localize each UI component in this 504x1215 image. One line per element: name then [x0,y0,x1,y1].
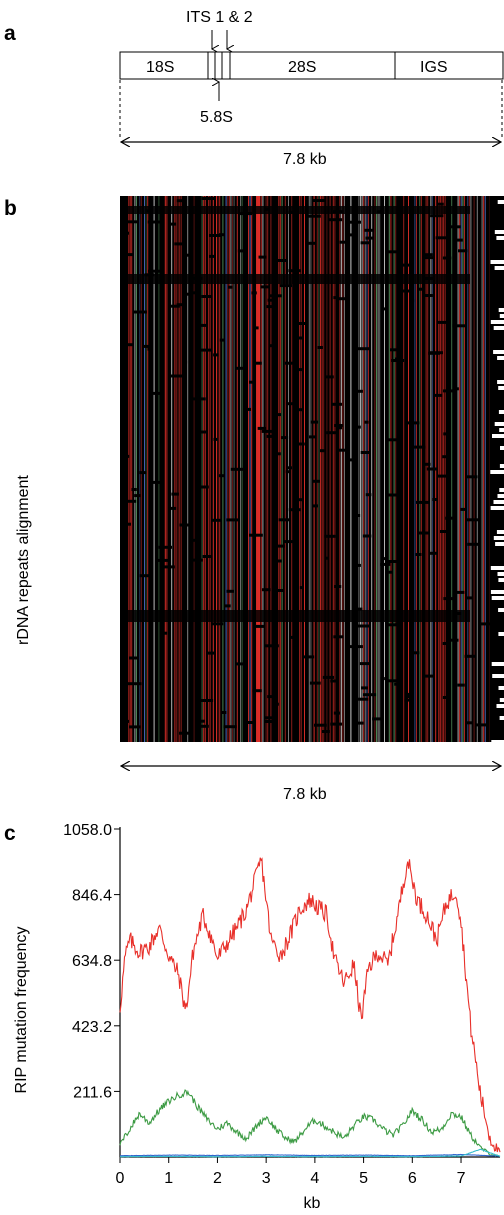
rdna-alignment-heatmap [120,196,504,744]
x-tick-label: 3 [262,1170,271,1187]
alignment-ylabel: rDNA repeats alignment [15,475,32,645]
series-line-2 [119,1153,500,1157]
segment-18s: 18S [146,59,174,76]
y-tick-label: 634.8 [72,953,112,970]
y-tick-label: 846.4 [72,888,112,905]
series-line-1 [119,1089,501,1158]
x-tick-label: 6 [408,1170,417,1187]
rip-ylabel: RIP mutation frequency [13,927,30,1094]
segment-28s: 28S [288,59,316,76]
series-line-3 [120,1148,501,1158]
y-tick-label: 423.2 [72,1019,112,1036]
x-tick-label: 4 [310,1170,319,1187]
y-tick-label: 211.6 [73,1084,112,1101]
length-label-a: 7.8 kb [283,151,327,168]
panel-c-label: c [4,822,16,845]
s58-label: 5.8S [200,109,233,126]
y-tick-label: 1058.0 [63,822,112,839]
rip-frequency-chart: 211.6 423.2 634.8 846.4 1058.0 0 1 2 3 4 5 6 7 [63,822,501,1187]
its-label: ITS 1 & 2 [186,9,253,26]
segment-igs: IGS [420,59,448,76]
x-tick-label: 7 [457,1170,466,1187]
x-axis-title: kb [304,1195,321,1212]
rdna-unit-diagram [119,51,504,80]
panel-a-label: a [4,22,16,45]
x-tick-label: 2 [213,1170,222,1187]
x-tick-label: 0 [116,1170,125,1187]
length-label-b: 7.8 kb [283,786,327,803]
series-line-0 [119,857,501,1153]
x-tick-label: 1 [164,1170,173,1187]
x-tick-label: 5 [359,1170,368,1187]
panel-b-label: b [4,197,17,220]
